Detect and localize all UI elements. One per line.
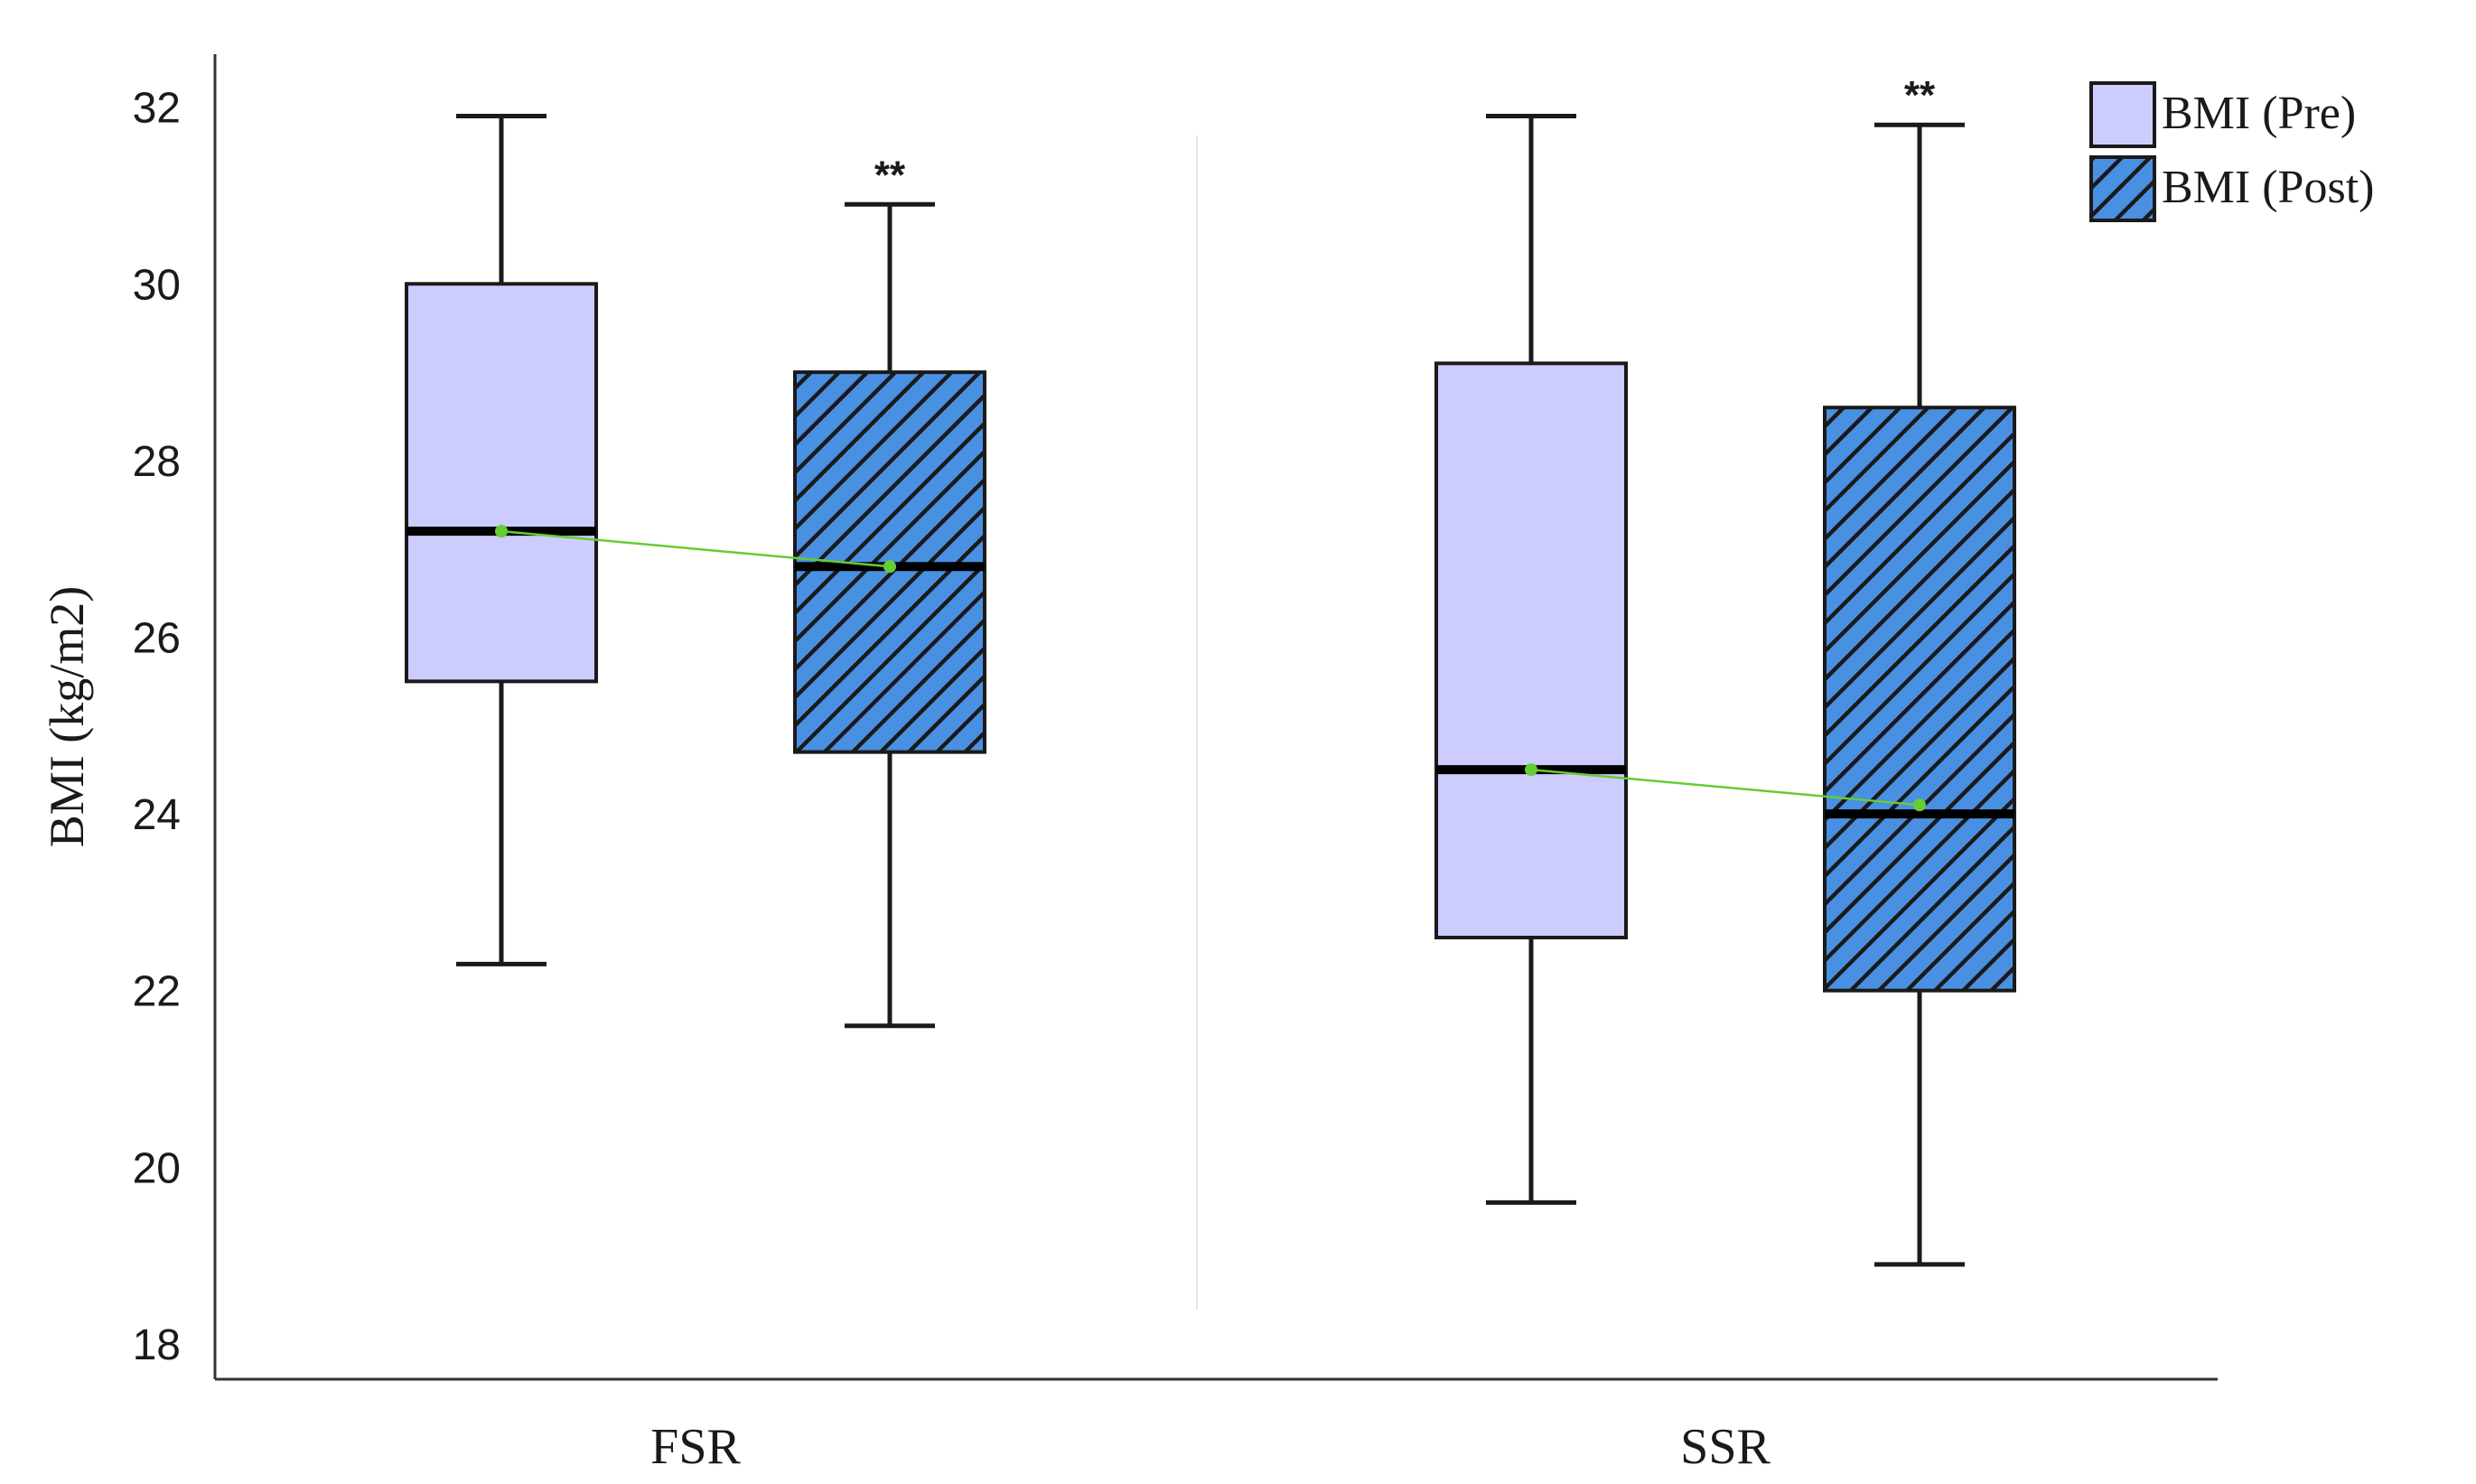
legend-label: BMI (Post) [2162, 162, 2374, 213]
box-bmi-pre--fsr [405, 113, 598, 966]
y-tick-label: 20 [133, 1144, 181, 1192]
mean-marker [883, 560, 896, 574]
significance-marker: ** [874, 153, 906, 197]
mean-connector-line [500, 529, 891, 568]
y-tick-label: 18 [133, 1321, 181, 1369]
box-bmi-post--fsr [793, 201, 986, 1029]
mean-marker [495, 525, 508, 538]
legend-label: BMI (Pre) [2162, 88, 2356, 139]
mean-marker [1913, 798, 1926, 812]
legend-swatch [2089, 155, 2156, 222]
significance-marker: ** [1904, 73, 1936, 117]
iqr-box [405, 282, 598, 684]
y-tick-label: 28 [133, 438, 181, 486]
x-category-label: SSR [1680, 1419, 1771, 1475]
box-bmi-pre--ssr [1434, 113, 1628, 1205]
y-tick-label: 26 [133, 614, 181, 662]
iqr-box [1434, 361, 1628, 939]
box-bmi-post--ssr [1823, 122, 2016, 1267]
y-tick-label: 30 [133, 261, 181, 309]
y-tick-label: 24 [133, 791, 181, 839]
y-tick-label: 32 [133, 85, 181, 133]
mean-connector-line [1530, 768, 1920, 807]
legend-swatch [2089, 81, 2156, 148]
y-tick-label: 22 [133, 968, 181, 1016]
iqr-box [1823, 406, 2016, 993]
mean-marker [1525, 763, 1537, 777]
x-category-label: FSR [650, 1419, 741, 1475]
y-axis-title: BMI (kg/m2) [40, 586, 94, 848]
legend-item: BMI (Pre) [2089, 81, 2356, 148]
legend-item: BMI (Post) [2089, 155, 2374, 222]
